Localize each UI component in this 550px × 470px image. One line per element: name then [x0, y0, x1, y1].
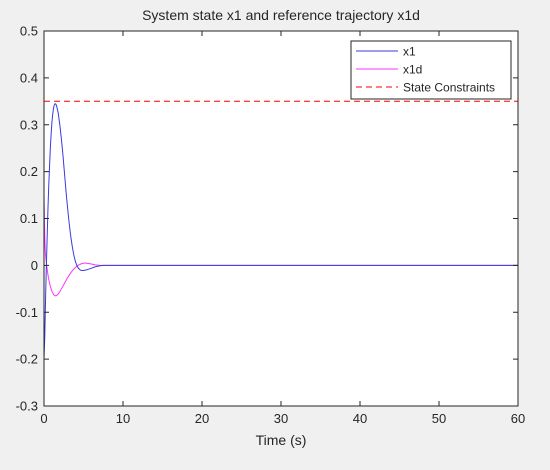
- x-tick-label: 20: [195, 411, 209, 426]
- legend-label: x1d: [403, 63, 422, 77]
- x-tick-label: 50: [432, 411, 446, 426]
- x-tick-label: 60: [511, 411, 525, 426]
- series-group: [44, 100, 518, 360]
- legend-label: State Constraints: [403, 81, 495, 95]
- y-tick-label: 0.3: [20, 117, 38, 132]
- y-tick-label: 0.2: [20, 164, 38, 179]
- legend: x1 x1d State Constraints: [350, 40, 512, 100]
- x-tick-label: 30: [274, 411, 288, 426]
- ticks-group: 0 10 20 30 40 50 60 -0.3 -0.2 -0.1 0 0.1 0.2 0.3 0.4 0.…: [16, 24, 526, 427]
- y-tick-label: -0.3: [16, 399, 38, 414]
- y-tick-label: 0.4: [20, 70, 38, 85]
- x-tick-label: 10: [116, 411, 130, 426]
- x-tick-label: 0: [40, 411, 47, 426]
- legend-label: x1: [403, 45, 416, 59]
- y-tick-label: 0: [31, 258, 38, 273]
- x-axis-label: Time (s): [256, 432, 307, 448]
- legend-items: x1 x1d State Constraints: [356, 45, 495, 95]
- y-tick-label: -0.2: [16, 352, 38, 367]
- x-tick-label: 40: [353, 411, 367, 426]
- y-tick-label: 0.1: [20, 211, 38, 226]
- chart-title: System state x1 and reference trajectory…: [142, 7, 420, 23]
- series-line-x1: [44, 103, 518, 360]
- y-tick-label: -0.1: [16, 305, 38, 320]
- y-tick-label: 0.5: [20, 24, 38, 39]
